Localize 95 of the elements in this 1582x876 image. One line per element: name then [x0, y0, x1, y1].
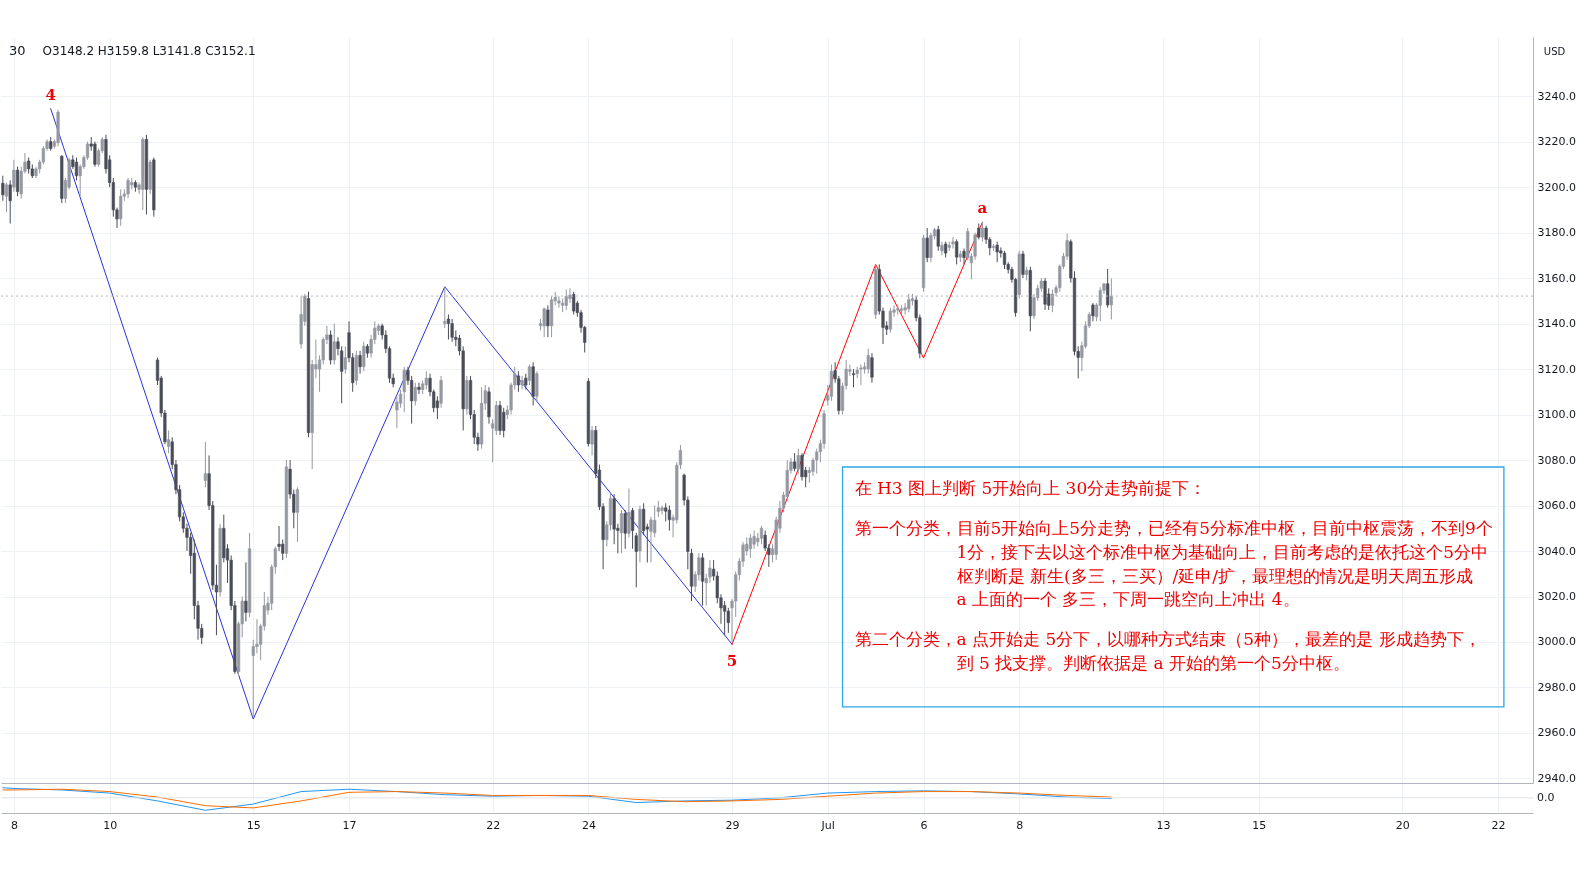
annotation: a	[977, 199, 988, 218]
x-tick-label: 8	[1016, 818, 1024, 832]
candlestick	[443, 286, 447, 329]
x-tick-label: 29	[725, 818, 740, 832]
candlestick	[1091, 302, 1095, 322]
candlestick	[358, 350, 362, 375]
y-tick-label: 3200.0	[1537, 180, 1576, 194]
candlestick	[1098, 286, 1102, 322]
candlestick	[435, 395, 439, 420]
candlestick	[402, 366, 406, 413]
y-tick-label: 3100.0	[1537, 408, 1576, 422]
candlestick	[295, 486, 300, 543]
y-tick-label: 3180.0	[1537, 226, 1576, 240]
text: O3148.2 H3159.8 L3141.8 C3152.1	[42, 44, 256, 58]
candlestick	[1, 175, 5, 202]
y-tick-label: 2960.0	[1537, 726, 1576, 740]
x-tick-label: 24	[581, 818, 596, 832]
candlestick	[417, 382, 421, 395]
candlestick	[413, 382, 417, 406]
candlestick	[535, 370, 539, 402]
y-tick-label: 2940.0	[1537, 771, 1576, 785]
candlestick	[623, 509, 627, 550]
x-tick-label: 15	[246, 818, 261, 832]
candlestick	[74, 157, 79, 181]
x-tick-label: 20	[1395, 818, 1410, 832]
candlestick	[527, 364, 532, 386]
annotation: 4	[45, 85, 56, 104]
candlestick	[572, 291, 576, 315]
x-tick-label: 17	[342, 818, 357, 832]
candlestick	[1043, 277, 1047, 311]
candlestick	[166, 429, 171, 454]
annotation: 5	[726, 652, 738, 671]
candlestick	[940, 241, 944, 256]
ref-line-label: 0.0	[1537, 790, 1555, 804]
candlestick	[450, 318, 454, 343]
candlestick	[93, 141, 97, 168]
candlestick	[446, 313, 451, 340]
candlestick	[546, 304, 550, 338]
x-tick-label: Jul	[820, 818, 835, 832]
candlestick	[700, 552, 705, 607]
x-tick-label: 6	[920, 818, 928, 832]
candlestick	[1002, 250, 1007, 270]
y-tick-label: 3080.0	[1537, 453, 1576, 467]
candlestick	[796, 448, 800, 475]
y-tick-label: 3240.0	[1537, 89, 1576, 103]
y-axis-title: USD	[1543, 45, 1566, 57]
x-tick-label: 13	[1156, 818, 1171, 832]
y-tick-label: 3040.0	[1537, 544, 1576, 558]
candlestick	[667, 505, 671, 532]
candlestick	[277, 525, 281, 552]
candlestick	[590, 425, 594, 456]
candlestick	[929, 232, 933, 263]
candlestick	[343, 345, 347, 375]
candlestick	[516, 370, 521, 393]
candlestick	[793, 452, 797, 472]
candlestick	[627, 487, 631, 538]
x-tick-label: 22	[1491, 818, 1506, 832]
candlestick	[12, 159, 16, 193]
candlestick	[962, 248, 966, 265]
candlestick	[126, 177, 130, 199]
candlestick	[1106, 268, 1110, 309]
chart-title: 30	[9, 43, 26, 58]
candlestick	[4, 182, 9, 213]
candlestick	[859, 364, 863, 386]
candlestick	[424, 370, 428, 391]
annotation: 在 H3 图上判断 5开始向上 30分走势前提下：	[854, 477, 1207, 498]
candlestick	[439, 375, 443, 409]
y-tick-label: 3020.0	[1537, 590, 1576, 603]
y-tick-label: 3160.0	[1537, 271, 1576, 285]
y-tick-label: 3060.0	[1537, 499, 1576, 513]
candlestick	[520, 375, 524, 391]
candlestick	[557, 295, 561, 309]
candlestick	[244, 561, 248, 623]
y-tick-label: 3000.0	[1537, 635, 1576, 649]
y-tick-label: 3140.0	[1537, 317, 1576, 331]
candlestick	[660, 505, 664, 516]
y-tick-label: 3120.0	[1537, 362, 1576, 376]
x-tick-label: 22	[486, 818, 501, 832]
candlestick	[619, 509, 624, 554]
y-tick-label: 2980.0	[1537, 680, 1576, 694]
x-tick-label: 8	[10, 818, 18, 832]
candlestick	[925, 227, 929, 263]
candlestick	[1109, 278, 1113, 320]
candlestick	[630, 507, 635, 550]
candlestick	[748, 533, 753, 559]
x-tick-label: 10	[103, 818, 118, 832]
candlestick	[502, 407, 506, 438]
candlestick	[951, 236, 955, 250]
candlestick	[203, 441, 207, 488]
y-tick-label: 3220.0	[1537, 135, 1576, 149]
candlestick	[870, 352, 874, 384]
annotation: 第一个分类，目前5开始向上5分走势，已经有5分标准中枢，目前中枢震荡，不到9个1分，接下去以这个标准中枢为基础向上，目前考虑的是依托这个5分中枢判断是 新生(多三，三买）/延申/扩，最理想的情况是明天周五形成 a 上面的一个 多三，下周一跳空向上冲出 4。	[854, 518, 1493, 610]
annotation: 第二个分类，a 点开始走 5分下，以哪种方式结束（5种），最差的是 形成趋势下，到 5 找支撑。判断依据是 a 开始的第一个5分中枢。	[854, 629, 1481, 674]
candlestick	[1021, 250, 1025, 279]
x-tick-label: 15	[1252, 818, 1267, 832]
